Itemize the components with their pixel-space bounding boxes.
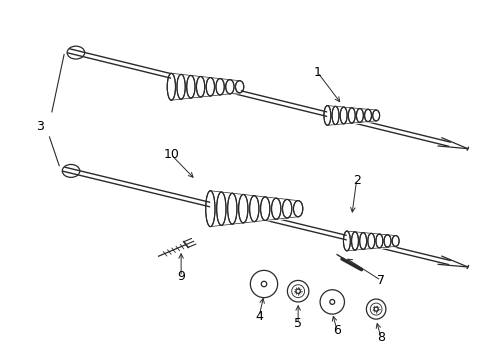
Ellipse shape xyxy=(366,299,385,319)
Ellipse shape xyxy=(329,300,334,304)
Ellipse shape xyxy=(295,289,300,293)
Text: 1: 1 xyxy=(313,66,321,79)
Text: 7: 7 xyxy=(376,274,384,287)
Text: 3: 3 xyxy=(36,120,43,133)
Text: 5: 5 xyxy=(294,317,302,330)
Text: 10: 10 xyxy=(163,148,179,161)
Ellipse shape xyxy=(373,307,377,311)
Text: 8: 8 xyxy=(376,331,384,344)
Ellipse shape xyxy=(320,290,344,314)
Ellipse shape xyxy=(250,270,277,298)
Text: 4: 4 xyxy=(255,310,263,323)
Text: 9: 9 xyxy=(177,270,184,283)
Text: 6: 6 xyxy=(332,324,341,337)
Text: 2: 2 xyxy=(352,174,360,186)
Ellipse shape xyxy=(261,281,266,287)
Ellipse shape xyxy=(287,280,308,302)
